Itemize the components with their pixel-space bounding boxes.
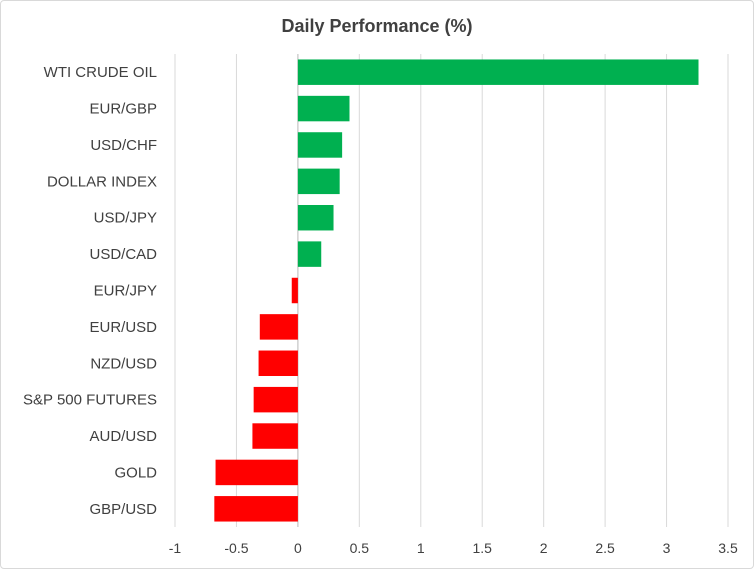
category-label: GOLD: [114, 464, 157, 481]
bar: [214, 496, 298, 522]
bars: [214, 59, 699, 522]
bar: [259, 314, 298, 340]
x-tick-label: 2.5: [595, 540, 615, 556]
category-label: S&P 500 FUTURES: [23, 392, 157, 409]
x-tick-label: 1: [417, 540, 425, 556]
bar: [291, 277, 298, 304]
category-label: GBP/USD: [89, 501, 157, 518]
x-tick-labels: -1 -0.5 0 0.5 1 1.5 2 2.5 3 3.5: [169, 540, 738, 556]
x-tick-label: 0: [294, 540, 302, 556]
bar: [297, 241, 322, 267]
gridlines: [174, 54, 729, 527]
bar: [215, 459, 298, 486]
x-tick-label: -0.5: [224, 540, 248, 556]
category-label: USD/CHF: [90, 137, 157, 154]
bar: [253, 386, 298, 413]
category-label: EUR/USD: [89, 319, 157, 336]
category-label: NZD/USD: [90, 355, 157, 372]
category-label: DOLLAR INDEX: [47, 173, 157, 190]
x-tick-label: 2: [540, 540, 548, 556]
x-tick-label: 1.5: [472, 540, 492, 556]
bar: [252, 423, 298, 449]
bar: [297, 59, 699, 85]
category-label: EUR/GBP: [89, 101, 157, 118]
category-label: EUR/JPY: [94, 283, 157, 300]
category-label: WTI CRUDE OIL: [44, 64, 157, 81]
x-tick-label: 3.5: [718, 540, 738, 556]
x-tick-label: 3: [663, 540, 671, 556]
category-label: USD/CAD: [89, 246, 157, 263]
chart-title: Daily Performance (%): [281, 16, 472, 36]
bar: [297, 204, 334, 231]
bar: [258, 350, 298, 377]
x-tick-label: 0.5: [350, 540, 370, 556]
bar: [297, 168, 340, 195]
category-label: USD/JPY: [94, 210, 157, 227]
category-label: AUD/USD: [89, 428, 157, 445]
bar: [297, 132, 343, 158]
x-tick-label: -1: [169, 540, 182, 556]
category-labels: WTI CRUDE OIL EUR/GBP USD/CHF DOLLAR INDEX U…: [23, 64, 157, 518]
bar: [297, 95, 350, 122]
